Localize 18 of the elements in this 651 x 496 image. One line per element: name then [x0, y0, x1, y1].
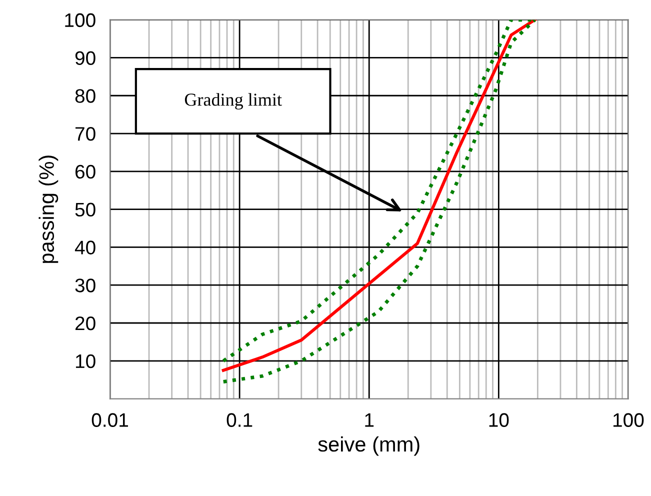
y-tick-label: 100: [65, 13, 96, 28]
y-tick-label: 70: [76, 126, 96, 141]
y-tick-label: 20: [75, 316, 96, 330]
y-tick-label: 40: [74, 240, 96, 254]
x-axis-title: seive (mm): [318, 436, 420, 456]
x-tick-label: 1: [365, 413, 374, 427]
x-tick-label: 0.1: [226, 413, 252, 427]
y-tick-label: 10: [76, 354, 96, 368]
y-tick-label: 90: [75, 51, 96, 65]
x-tick-label: 10: [489, 413, 509, 427]
x-tick-label: 100: [613, 413, 644, 427]
y-tick-label: 50: [75, 202, 96, 217]
y-tick-label: 30: [75, 278, 96, 292]
x-tick-label: 0.01: [92, 413, 128, 427]
annotation: Grading limit: [184, 93, 282, 110]
y-tick-label: 80: [75, 89, 96, 103]
y-tick-label: 60: [75, 164, 96, 179]
y-axis-title: passing (%): [38, 156, 58, 263]
